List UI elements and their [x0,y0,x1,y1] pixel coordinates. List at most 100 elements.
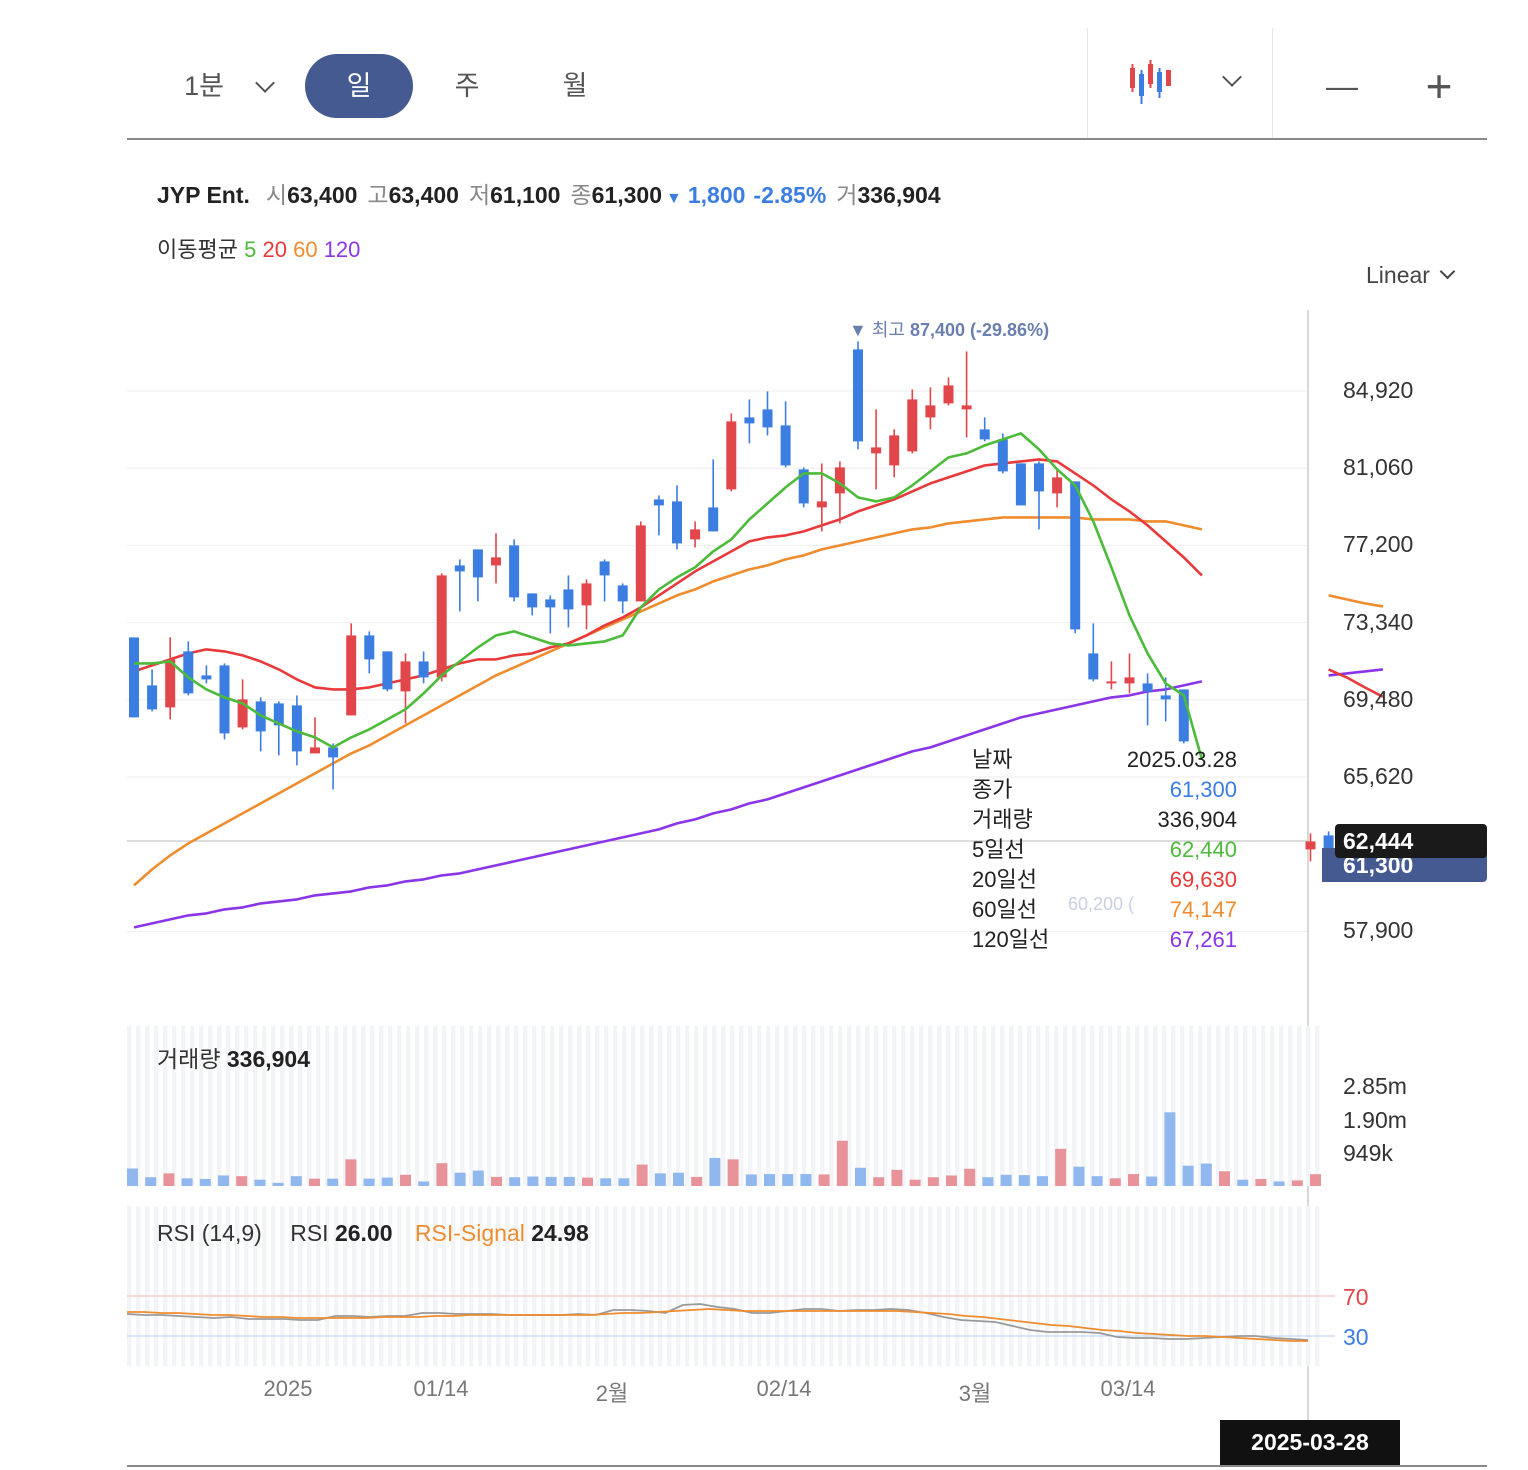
rsi-pane-stripe [649,1206,654,1366]
rsi-pane-stripe [469,1206,474,1366]
volume-pane-stripe [739,1026,744,1186]
rsi-pane-stripe [1207,1206,1212,1366]
date-axis-label: 2월 [595,1381,629,1406]
tab-day[interactable]: 일 [305,54,413,118]
rsi-pane-stripe [199,1206,204,1366]
rsi-pane-stripe [406,1206,411,1366]
rsi-pane-stripe [262,1206,267,1366]
ma20-line [1328,668,1384,698]
volume-bar [1091,1176,1103,1186]
volume-pane-stripe [523,1026,528,1186]
rsi-pane-stripe [523,1206,528,1366]
volume-pane-stripe [1171,1026,1176,1186]
volume-pane-stripe [631,1026,636,1186]
candle-body [418,661,429,678]
rsi-pane-stripe [865,1206,870,1366]
moving-average-legend[interactable]: 이동평균 5 20 60 120 [157,232,360,264]
volume-pane-stripe [1144,1026,1149,1186]
interval-select[interactable]: 1분 [184,71,224,101]
tab-month[interactable]: 월 [562,71,588,101]
volume-pane-stripe [406,1026,411,1186]
ma120-legend: 120 [323,237,361,262]
volume-pane-stripe [1279,1026,1284,1186]
price-axis-label: 73,340 [1343,608,1414,635]
volume-pane-stripe [946,1026,951,1186]
volume-pane-stripe [991,1026,996,1186]
rsi-pane-stripe [145,1206,150,1366]
volume-pane-stripe [964,1026,969,1186]
volume-pane-stripe [667,1026,672,1186]
rsi-pane-stripe [901,1206,906,1366]
volume-pane-stripe [649,1026,654,1186]
volume-bar [1073,1166,1085,1186]
volume-pane-stripe [1045,1026,1050,1186]
ma5-line [134,432,1204,760]
down-arrow-icon: ▼ [849,320,867,340]
volume-pane-stripe [199,1026,204,1186]
volume-pane-stripe [721,1026,726,1186]
scale-mode-select[interactable]: Linear [1366,262,1456,289]
volume-bar [654,1173,666,1186]
candle-body [726,421,737,490]
volume-pane-stripe [343,1026,348,1186]
candle-body [1323,835,1334,850]
candle-body [635,525,646,602]
volume-pane-stripe [280,1026,285,1186]
candle-body [762,409,773,428]
volume-bar [327,1178,339,1186]
rsi-pane-stripe [1108,1206,1113,1366]
rsi-pane-stripe [613,1206,618,1366]
volume-pane-stripe [289,1026,294,1186]
volume-pane-stripe [937,1026,942,1186]
candle-body [436,575,447,678]
volume-pane-stripe [874,1026,879,1186]
volume-pane-stripe [577,1026,582,1186]
volume-pane-stripe [487,1026,492,1186]
volume-bar [381,1177,393,1186]
low-marker: 60,200 ( [1068,894,1135,914]
volume-pane-stripe [1261,1026,1266,1186]
rsi-pane-stripe [982,1206,987,1366]
volume-bar [818,1174,830,1186]
rsi-pane-stripe [1297,1206,1302,1366]
tooltip-row-ma20: 20일선 69,630 [972,867,1237,892]
rsi-pane-stripe [1288,1206,1293,1366]
volume-pane-stripe [136,1026,141,1186]
rsi-pane-stripe [937,1206,942,1366]
candlestick-type-icon[interactable] [1127,58,1177,108]
volume-bar [236,1176,248,1186]
tooltip-row-volume: 거래량 336,904 [972,807,1237,832]
rsi-pane-stripe [316,1206,321,1366]
volume-pane-stripe [208,1026,213,1186]
volume-axis-label: 1.90m [1343,1107,1407,1133]
tooltip-row-ma60: 60일선 74,147 [972,897,1237,922]
volume-pane-stripe [604,1026,609,1186]
volume-pane-stripe [1108,1026,1113,1186]
rsi-pane-stripe [1198,1206,1203,1366]
candle-body [1142,683,1153,692]
volume-pane-stripe [145,1026,150,1186]
candle-body [1305,841,1316,850]
volume-pane-stripe [865,1026,870,1186]
rsi-pane-stripe [802,1206,807,1366]
zoom-in-button[interactable]: + [1425,60,1453,112]
zoom-out-button[interactable]: — [1326,68,1358,104]
volume-bar [345,1159,357,1186]
rsi-pane-stripe [226,1206,231,1366]
rsi-pane-stripe [325,1206,330,1366]
rsi-pane-stripe [343,1206,348,1366]
volume-pane-stripe [514,1026,519,1186]
volume-pane-stripe [892,1026,897,1186]
rsi-pane-stripe [1054,1206,1059,1366]
rsi-pane-stripe [334,1206,339,1366]
tab-week[interactable]: 주 [454,71,480,101]
high-marker-label: 최고 [871,320,905,340]
rsi-lines [126,1295,1335,1342]
candle-body [165,659,176,708]
candle-body [382,651,393,690]
rsi-pane-stripe [928,1206,933,1366]
high-marker: ▼ 최고 87,400 (-29.86%) [849,316,1049,342]
volume-bar [600,1178,612,1186]
volume-pane-stripe [748,1026,753,1186]
